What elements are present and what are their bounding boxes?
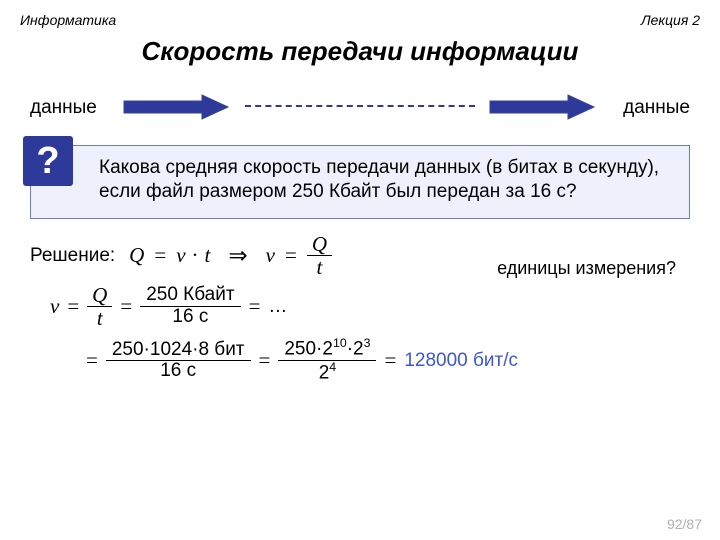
frac-num: 250 Кбайт [140, 285, 240, 307]
var-v: v [50, 294, 59, 319]
question-text: Какова средняя скорость передачи данных … [99, 156, 675, 204]
fraction-step3: 250·210·23 24 [278, 337, 376, 384]
fraction-qt: Q t [307, 233, 332, 278]
var-v: v [176, 243, 185, 268]
equals-sign: = [259, 348, 271, 373]
question-mark-icon: ? [23, 136, 73, 186]
var-v: v [266, 243, 275, 268]
frac-den: 16 с [154, 361, 202, 382]
fraction-step2: 250·1024·8 бит 16 с [106, 340, 251, 383]
formula-2: v = Q t [266, 233, 332, 278]
frac-den: t [92, 307, 108, 329]
frac-num: Q [87, 284, 112, 307]
result-value: 128000 бит/с [404, 350, 518, 372]
var-q: Q [129, 243, 144, 268]
fraction-qt: Q t [87, 284, 112, 329]
var-t: t [205, 243, 211, 268]
equals-sign: = [67, 294, 79, 319]
ellipsis: … [268, 296, 287, 318]
calculation-area: v = Q t = 250 Кбайт 16 с = … = 250·1024·… [30, 284, 690, 385]
solution-label: Решение: [30, 245, 115, 267]
equals-sign: = [120, 294, 132, 319]
formula-1: Q = v · t [129, 243, 210, 268]
frac-den: 24 [313, 361, 342, 384]
frac-num: 250·210·23 [278, 337, 376, 361]
fraction-step1: 250 Кбайт 16 с [140, 285, 240, 328]
dashed-connector [245, 105, 475, 107]
data-label-left: данные [30, 97, 97, 119]
equals-sign: = [384, 348, 396, 373]
equals-sign: = [285, 243, 297, 268]
header-right: Лекция 2 [641, 12, 700, 28]
question-box: ? Какова средняя скорость передачи данны… [30, 145, 690, 219]
equals-sign: = [154, 243, 166, 268]
equals-sign: = [86, 348, 98, 373]
frac-den: 16 с [166, 307, 214, 328]
equals-sign: = [249, 294, 261, 319]
arrow-right-icon [488, 93, 598, 126]
page-title: Скорость передачи информации [0, 36, 720, 67]
calc-line-2: = 250·1024·8 бит 16 с = 250·210·23 24 = … [86, 337, 690, 384]
frac-num: 250·1024·8 бит [106, 340, 251, 362]
frac-num: Q [307, 233, 332, 256]
calc-line-1: v = Q t = 250 Кбайт 16 с = … [50, 284, 690, 329]
page-number: 92/87 [667, 516, 702, 532]
frac-den: t [311, 256, 327, 278]
dataflow-diagram: данные данные [30, 91, 690, 131]
header-left: Информатика [20, 12, 116, 28]
data-label-right: данные [623, 97, 690, 119]
implies-icon: ⇒ [228, 243, 247, 269]
dot-op: · [192, 243, 199, 268]
arrow-right-icon [122, 93, 232, 126]
units-hint: единицы измерения? [497, 258, 676, 279]
